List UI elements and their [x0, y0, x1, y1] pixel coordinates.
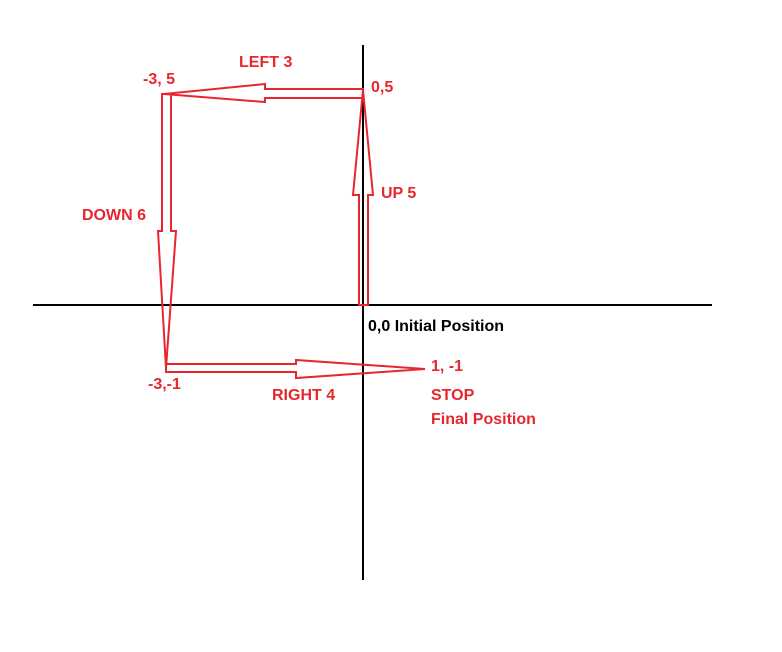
- label-point-m3-m1: -3,-1: [148, 376, 181, 393]
- label-final-position: Final Position: [431, 411, 536, 428]
- label-point-0-5: 0,5: [371, 79, 393, 96]
- left-arrow: [163, 82, 364, 104]
- label-point-1-m1: 1, -1: [431, 358, 463, 375]
- label-stop: STOP: [431, 387, 475, 404]
- up-arrow: [351, 89, 375, 306]
- label-up-5: UP 5: [381, 185, 416, 202]
- label-point-m3-5: -3, 5: [143, 71, 175, 88]
- label-left-3: LEFT 3: [239, 54, 292, 71]
- down-arrow: [156, 93, 178, 369]
- label-down-6: DOWN 6: [82, 207, 146, 224]
- label-origin: 0,0 Initial Position: [368, 318, 504, 335]
- right-arrow: [165, 358, 426, 380]
- label-right-4: RIGHT 4: [272, 387, 335, 404]
